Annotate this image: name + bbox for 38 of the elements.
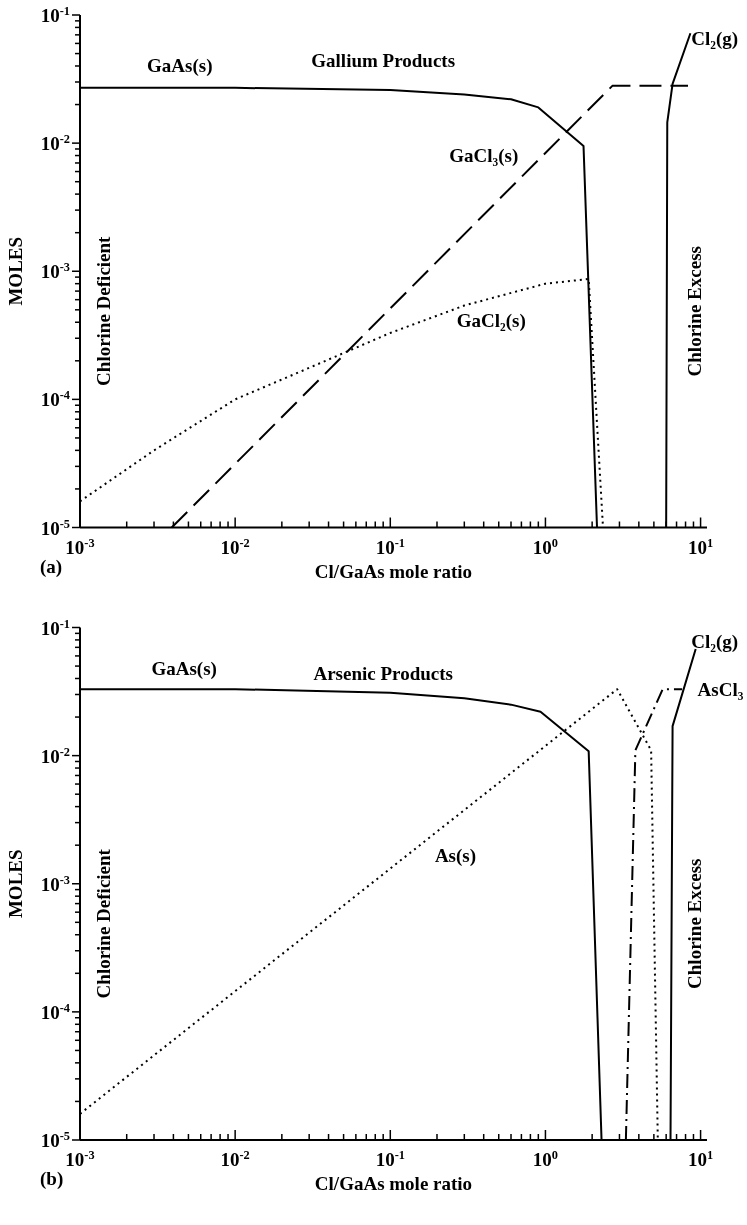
y-tick-label: 10$^{-1}$ bbox=[40, 4, 70, 26]
y-tick-label: 10$^{-4}$ bbox=[40, 388, 70, 411]
x-tick-label: 10$^{-1}$ bbox=[375, 535, 405, 558]
series-label: GaCl₃(s) bbox=[449, 145, 519, 168]
x-tick-label: 10$^{0}$ bbox=[532, 1148, 559, 1170]
annotation: Chlorine Deficient bbox=[93, 848, 114, 999]
x-tick-label: 10$^{0}$ bbox=[532, 535, 559, 558]
x-tick-label: 10$^{-3}$ bbox=[65, 1148, 95, 1170]
x-tick-label: 10$^{-2}$ bbox=[220, 1148, 250, 1170]
y-tick-label: 10$^{-2}$ bbox=[40, 132, 70, 155]
series-label: AsCl₃ bbox=[697, 678, 744, 700]
series-label: As(s) bbox=[434, 845, 477, 868]
text: Gallium Products bbox=[311, 50, 456, 71]
x-axis-title: Cl/GaAs mole ratio bbox=[314, 1173, 473, 1194]
text: (b) bbox=[40, 1168, 64, 1190]
y-tick-label: 10$^{-5}$ bbox=[40, 1129, 70, 1151]
series-label: GaAs(s) bbox=[151, 658, 217, 681]
text: (a) bbox=[40, 555, 63, 578]
y-axis-title: MOLES bbox=[5, 236, 26, 306]
x-tick-label: 10$^{1}$ bbox=[687, 1148, 714, 1170]
series-label: Cl₂(g) bbox=[691, 27, 739, 50]
x-tick-label: 10$^{-1}$ bbox=[375, 1148, 405, 1170]
y-tick-label: 10$^{-4}$ bbox=[40, 1000, 70, 1023]
y-tick-label: 10$^{-3}$ bbox=[40, 872, 70, 895]
y-tick-label: 10$^{-2}$ bbox=[40, 744, 70, 767]
annotation: Chlorine Deficient bbox=[93, 235, 114, 386]
text: Arsenic Products bbox=[313, 662, 453, 684]
x-tick-label: 10$^{-2}$ bbox=[220, 535, 250, 558]
x-tick-label: 10$^{1}$ bbox=[687, 535, 714, 558]
y-axis-title: MOLES bbox=[5, 849, 26, 919]
series-label: GaCl₂(s) bbox=[456, 309, 526, 332]
series-label: GaAs(s) bbox=[147, 55, 213, 78]
y-tick-label: 10$^{-1}$ bbox=[40, 616, 70, 639]
annotation: Chlorine Excess bbox=[684, 246, 705, 377]
y-tick-label: 10$^{-3}$ bbox=[40, 260, 70, 283]
x-axis-title: Cl/GaAs mole ratio bbox=[314, 560, 473, 582]
series-label: Cl₂(g) bbox=[691, 630, 739, 653]
annotation: Chlorine Excess bbox=[684, 858, 705, 989]
